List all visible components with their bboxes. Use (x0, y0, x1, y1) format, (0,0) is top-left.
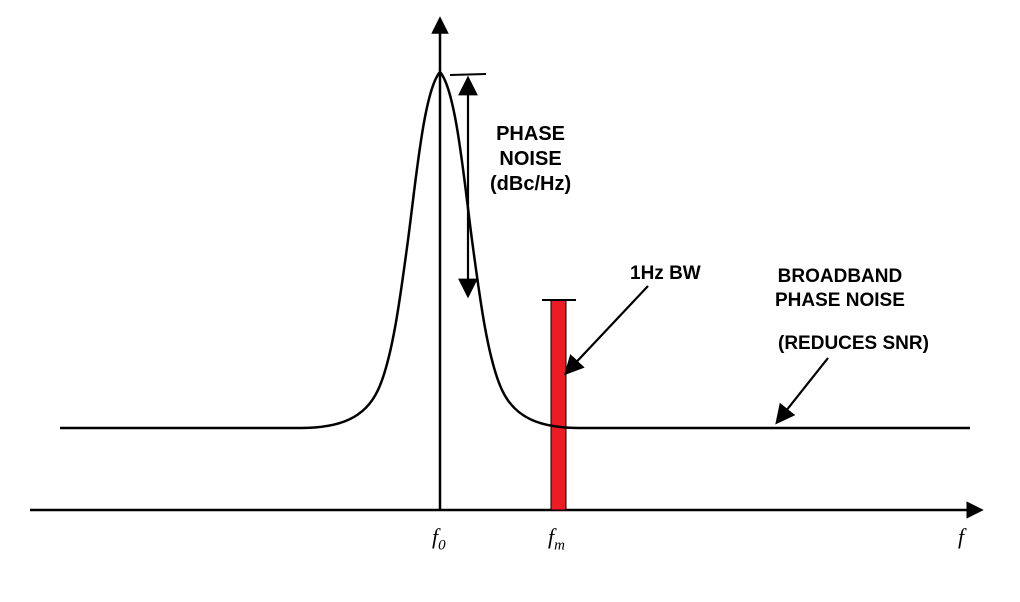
reduces-snr-label: (REDUCES SNR) (778, 332, 929, 356)
f-axis-label: f (958, 524, 964, 550)
bw-pointer-arrow (567, 286, 648, 372)
peak-tick (450, 74, 486, 75)
broadband-label: BROADBAND PHASE NOISE (775, 265, 905, 313)
phase-noise-diagram: PHASE NOISE (dBc/Hz) 1Hz BW BROADBAND PH… (0, 0, 1020, 602)
broadband-pointer-arrow (778, 358, 828, 421)
phase-noise-label: PHASE NOISE (dBc/Hz) (490, 122, 571, 197)
bw-highlight-bar (551, 300, 566, 510)
f0-axis-label: f0 (432, 524, 446, 554)
fm-axis-label: fm (548, 524, 565, 554)
bw-1hz-label: 1Hz BW (630, 262, 701, 286)
